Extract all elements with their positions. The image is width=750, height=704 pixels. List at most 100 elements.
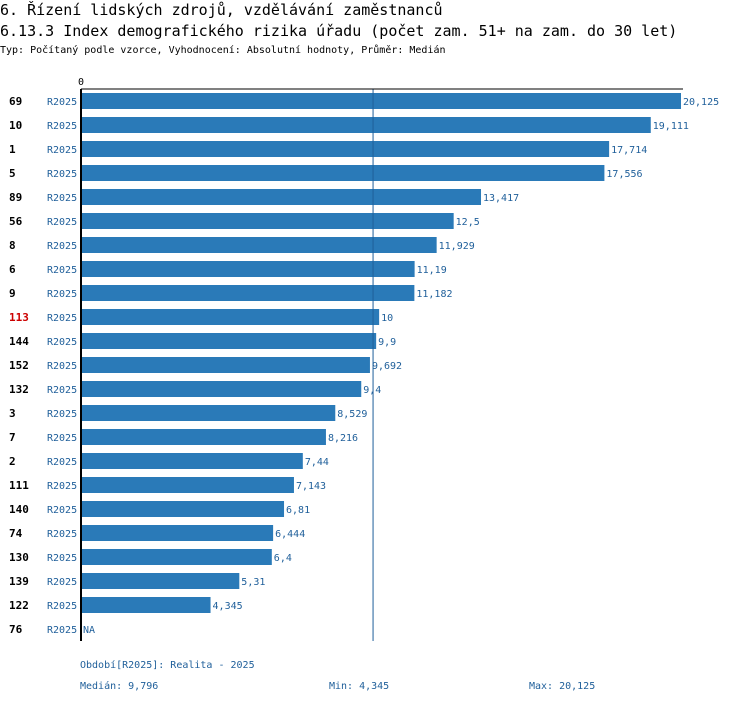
data-label: 9,4	[363, 385, 381, 396]
category-label: 6	[9, 263, 16, 276]
category-label: 76	[9, 623, 23, 636]
category-label: 1	[9, 143, 16, 156]
data-label: 6,81	[286, 505, 310, 516]
series-label: R2025	[47, 385, 77, 396]
category-label: 111	[9, 479, 29, 492]
median-stat: Medián: 9,796	[80, 681, 159, 692]
category-label: 152	[9, 359, 29, 372]
category-label: 7	[9, 431, 16, 444]
data-label: 19,111	[653, 121, 689, 132]
data-label: 17,556	[606, 169, 642, 180]
bar	[81, 357, 370, 373]
series-label: R2025	[47, 217, 77, 228]
bar	[81, 165, 605, 181]
series-label: R2025	[47, 409, 77, 420]
data-label: 10	[381, 313, 393, 324]
bar	[81, 117, 651, 133]
bar	[81, 477, 294, 493]
series-label: R2025	[47, 241, 77, 252]
data-label: 6,444	[275, 529, 305, 540]
bar	[81, 213, 454, 229]
category-label: 132	[9, 383, 29, 396]
category-label: 8	[9, 239, 16, 252]
category-label: 130	[9, 551, 29, 564]
bar	[81, 549, 272, 565]
bar	[81, 261, 415, 277]
bar	[81, 189, 482, 205]
series-label: R2025	[47, 193, 77, 204]
data-label: 17,714	[611, 145, 647, 156]
category-label: 3	[9, 407, 16, 420]
category-label: 113	[9, 311, 29, 324]
bar	[81, 525, 274, 541]
period-legend: Období[R2025]: Realita - 2025	[80, 660, 255, 671]
series-label: R2025	[47, 97, 77, 108]
data-label: 12,5	[456, 217, 480, 228]
bar	[81, 285, 415, 301]
x-tick-label: 0	[78, 77, 84, 88]
data-label: 20,125	[683, 97, 719, 108]
data-label: 4,345	[213, 601, 243, 612]
category-label: 2	[9, 455, 16, 468]
chart-title: 6.13.3 Index demografického rizika úřadu…	[0, 22, 678, 40]
bar	[81, 141, 610, 157]
series-label: R2025	[47, 529, 77, 540]
data-label: NA	[83, 625, 95, 636]
bar	[81, 237, 437, 253]
data-label: 11,929	[439, 241, 475, 252]
data-label: 11,182	[416, 289, 452, 300]
min-stat: Min: 4,345	[329, 681, 390, 692]
series-label: R2025	[47, 121, 77, 132]
bar	[81, 309, 380, 325]
bar	[81, 333, 377, 349]
max-stat: Max: 20,125	[529, 681, 596, 692]
bar	[81, 381, 362, 397]
series-label: R2025	[47, 601, 77, 612]
series-label: R2025	[47, 481, 77, 492]
data-label: 9,9	[378, 337, 396, 348]
category-label: 5	[9, 167, 16, 180]
series-label: R2025	[47, 145, 77, 156]
category-label: 139	[9, 575, 29, 588]
data-label: 9,692	[372, 361, 402, 372]
series-label: R2025	[47, 289, 77, 300]
data-label: 6,4	[274, 553, 292, 564]
bar	[81, 453, 303, 469]
chart-info: Typ: Počítaný podle vzorce, Vyhodnocení:…	[0, 45, 446, 56]
category-label: 9	[9, 287, 16, 300]
category-label: 69	[9, 95, 22, 108]
series-label: R2025	[47, 169, 77, 180]
series-label: R2025	[47, 553, 77, 564]
section-title: 6. Řízení lidských zdrojů, vzdělávání za…	[0, 1, 443, 19]
category-label: 89	[9, 191, 22, 204]
data-label: 5,31	[241, 577, 265, 588]
data-label: 7,143	[296, 481, 326, 492]
series-label: R2025	[47, 361, 77, 372]
series-label: R2025	[47, 577, 77, 588]
bar	[81, 405, 336, 421]
series-label: R2025	[47, 337, 77, 348]
series-label: R2025	[47, 265, 77, 276]
category-label: 144	[9, 335, 29, 348]
data-label: 7,44	[305, 457, 329, 468]
category-label: 122	[9, 599, 29, 612]
category-label: 140	[9, 503, 29, 516]
data-label: 8,529	[337, 409, 367, 420]
category-label: 56	[9, 215, 23, 228]
series-label: R2025	[47, 505, 77, 516]
data-label: 8,216	[328, 433, 358, 444]
bar	[81, 573, 240, 589]
series-label: R2025	[47, 313, 77, 324]
bar	[81, 597, 211, 613]
data-label: 13,417	[483, 193, 519, 204]
data-label: 11,19	[417, 265, 447, 276]
series-label: R2025	[47, 433, 77, 444]
bar	[81, 501, 285, 517]
bar	[81, 429, 326, 445]
category-label: 10	[9, 119, 22, 132]
series-label: R2025	[47, 457, 77, 468]
series-label: R2025	[47, 625, 77, 636]
bar	[81, 93, 681, 109]
category-label: 74	[9, 527, 23, 540]
